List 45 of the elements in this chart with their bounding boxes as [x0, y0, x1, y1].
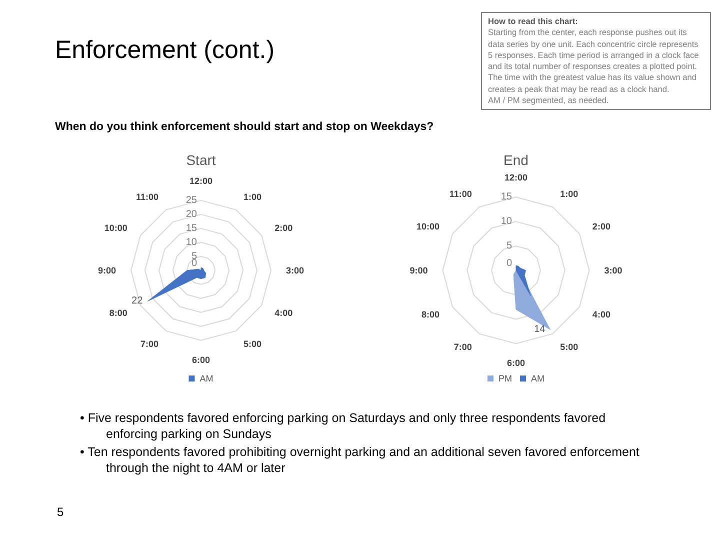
text: • Five respondents favored enforcing parking on Saturdays and only three respondents favored enforcing parking on Sundays — [80, 410, 607, 442]
spoke-label: 8:00 — [422, 310, 440, 320]
y-tick-label: 0 — [506, 258, 512, 269]
spoke-label: 7:00 — [140, 338, 159, 349]
y-tick-label: 20 — [186, 208, 198, 220]
y-tick-label: 25 — [186, 194, 198, 206]
spoke-label: 9:00 — [410, 265, 428, 276]
spoke-label: 2:00 — [592, 221, 610, 232]
data-label: 14 — [534, 324, 546, 336]
y-tick-label: 10 — [500, 216, 512, 228]
spoke-label: 6:00 — [192, 354, 210, 365]
spoke-label: 4:00 — [592, 310, 610, 320]
y-tick-label: 15 — [186, 222, 198, 234]
spoke-label: 4:00 — [274, 308, 293, 318]
y-tick-label: 15 — [500, 192, 512, 203]
legend-label: PM — [498, 374, 512, 384]
legend-label: AM — [200, 374, 214, 384]
text: • Ten respondents favored prohibiting overnight parking and an additional seven favored enforcement through the night to 4AM or later — [80, 444, 640, 476]
spoke-label: 7:00 — [454, 342, 472, 352]
chart-title: Start — [186, 152, 216, 168]
chart-title: End — [504, 152, 528, 168]
spoke-label: 8:00 — [109, 308, 128, 318]
text: 5 — [57, 505, 64, 519]
text: Enforcement (cont.) — [55, 36, 275, 65]
text: When do you think enforcement should start and stop on Weekdays? — [55, 121, 434, 133]
legend-label: AM — [531, 374, 544, 384]
spoke-label: 11:00 — [449, 188, 472, 199]
spoke-label: 3:00 — [604, 265, 622, 276]
spoke-label: 10:00 — [416, 221, 440, 232]
y-tick-label: 10 — [186, 236, 198, 248]
spoke-label: 11:00 — [136, 192, 159, 202]
spoke-label: 10:00 — [104, 222, 128, 233]
spoke-label: 5:00 — [243, 338, 262, 349]
y-tick-label: 5 — [506, 240, 512, 252]
spoke-label: 3:00 — [286, 265, 304, 276]
spoke-label: 5:00 — [560, 342, 578, 352]
text: How to read this chart: Starting from the center, each response pushes out its data series by one unit. Each concentric circle represents 5 responses. Each time period is arranged in a clock face and its total number of responses creates a plotted point. The time with the greatest value has its value shown and creates a peak that may be read as a clock hand. AM / PM segmented, as needed. — [488, 16, 700, 106]
data-label: 22 — [132, 296, 144, 307]
spoke-label: 9:00 — [98, 265, 116, 276]
spoke-label: 1:00 — [560, 188, 578, 199]
spoke-label: 6:00 — [506, 358, 526, 368]
spoke-label: 12:00 — [189, 176, 213, 186]
spoke-label: 2:00 — [274, 222, 293, 233]
spoke-label: 1:00 — [243, 192, 262, 202]
spoke-label: 12:00 — [504, 172, 528, 183]
